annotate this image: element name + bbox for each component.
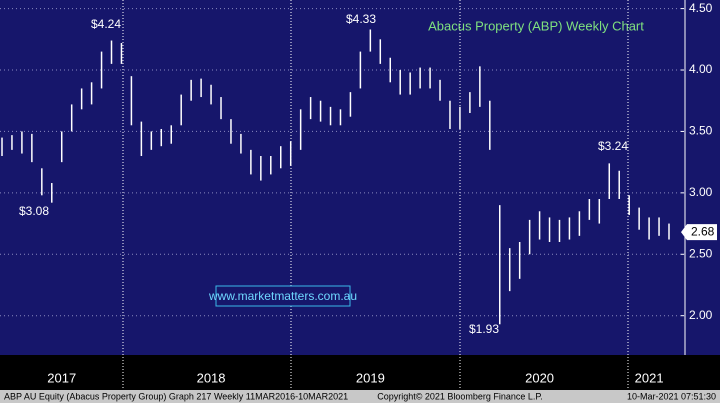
y-tick-label: 2.00 bbox=[689, 308, 713, 322]
x-tick-label: 2021 bbox=[635, 370, 664, 385]
x-axis-band bbox=[0, 355, 720, 390]
y-tick-label: 3.00 bbox=[689, 185, 713, 199]
y-tick-label: 4.50 bbox=[689, 1, 713, 15]
y-tick-label: 3.50 bbox=[689, 124, 713, 138]
x-tick-label: 2018 bbox=[197, 370, 226, 385]
annotation: $3.24 bbox=[598, 139, 628, 153]
footer-left: ABP AU Equity (Abacus Property Group) Gr… bbox=[4, 391, 348, 401]
annotation: $4.33 bbox=[346, 12, 376, 26]
year-separators bbox=[122, 0, 629, 390]
annotation: $3.08 bbox=[19, 204, 49, 218]
chart-title: Abacus Property (ABP) Weekly Chart bbox=[428, 18, 644, 33]
annotation: $4.24 bbox=[91, 17, 121, 31]
footer-band bbox=[0, 390, 720, 403]
footer-right: 10-Mar-2021 07:51:30 bbox=[627, 391, 716, 401]
website-box bbox=[215, 285, 351, 307]
last-price-label: 2.68 bbox=[691, 224, 715, 238]
y-tick-label: 4.00 bbox=[689, 62, 713, 76]
x-tick-label: 2020 bbox=[525, 370, 554, 385]
x-tick-label: 2017 bbox=[47, 370, 76, 385]
last-price-tag bbox=[681, 224, 717, 241]
website: www.marketmatters.com.au bbox=[208, 289, 357, 303]
annotation: $1.93 bbox=[469, 322, 499, 336]
x-tick-label: 2019 bbox=[356, 370, 385, 385]
y-tick-label: 2.50 bbox=[689, 246, 713, 260]
footer-center: Copyright© 2021 Bloomberg Finance L.P. bbox=[377, 391, 543, 401]
